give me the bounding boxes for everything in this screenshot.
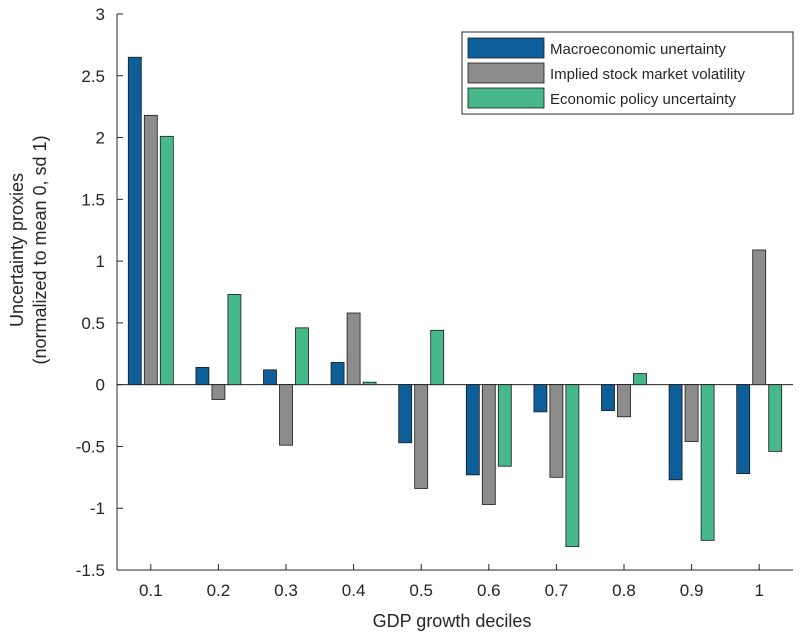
x-tick-label: 1 (754, 581, 763, 600)
x-axis-label: GDP growth deciles (373, 611, 532, 631)
bar (362, 381, 377, 386)
bar (668, 384, 683, 481)
legend-label: Macroeconomic unertainty (550, 41, 726, 58)
y-tick-label: 3 (96, 5, 105, 24)
bar (143, 114, 158, 386)
bar (768, 384, 783, 452)
bar (195, 366, 210, 386)
legend-swatch (467, 87, 545, 109)
y-axis: -1.5 -1 -0.5 0 0.5 1 1.5 2 2.5 3 (76, 5, 123, 580)
bar (263, 369, 277, 386)
x-tick-label: 0.5 (409, 581, 433, 600)
y-axis-label-line2: (normalized to mean 0, sd 1) (30, 135, 50, 364)
x-tick-label: 0.1 (139, 581, 163, 600)
x-axis: 0.1 0.2 0.3 0.4 0.5 0.6 0.7 0.8 0.9 1 (117, 564, 793, 600)
x-tick-label: 0.3 (274, 581, 298, 600)
x-tick-label: 0.7 (545, 581, 569, 600)
y-tick-label: 2.5 (81, 67, 105, 86)
x-tick-label: 0.8 (612, 581, 636, 600)
legend-label: Economic policy uncertainty (550, 91, 736, 108)
bar (346, 312, 361, 386)
y-tick-label: -0.5 (76, 437, 105, 456)
y-axis-label-line1: Uncertainty proxies (7, 173, 27, 327)
x-tick-label: 0.4 (342, 581, 366, 600)
bar (465, 384, 480, 476)
bar (497, 384, 512, 467)
y-tick-label: 1.5 (81, 190, 105, 209)
y-tick-label: -1.5 (76, 561, 105, 580)
bar (736, 384, 751, 475)
bar (430, 329, 445, 386)
legend: Macroeconomic unertainty Implied stock ma… (461, 31, 794, 115)
bar (684, 384, 699, 442)
bar (549, 384, 564, 478)
legend-label: Implied stock market volatility (550, 66, 746, 83)
bar (633, 373, 647, 386)
y-tick-label: 2 (96, 129, 105, 148)
x-tick-label: 0.6 (477, 581, 501, 600)
y-tick-label: -1 (90, 499, 105, 518)
y-tick-label: 0.5 (81, 314, 105, 333)
bar (295, 327, 309, 386)
plot-area (117, 56, 793, 547)
y-tick-label: 1 (96, 252, 105, 271)
bar (227, 294, 242, 386)
x-tick-label: 0.9 (680, 581, 704, 600)
bar (617, 384, 631, 418)
legend-swatch (467, 37, 545, 59)
bar (330, 362, 345, 386)
bar (127, 56, 142, 386)
bar (211, 384, 226, 400)
x-tick-label: 0.2 (207, 581, 231, 600)
bar (700, 384, 715, 541)
bar (159, 135, 174, 386)
bar (565, 384, 580, 547)
bar (481, 384, 496, 505)
bar (533, 384, 548, 413)
bar (279, 384, 293, 446)
bar (398, 384, 413, 444)
y-tick-label: 0 (96, 376, 105, 395)
legend-swatch (467, 62, 545, 84)
bar (752, 249, 767, 386)
bar (601, 384, 615, 412)
bar (414, 384, 429, 489)
